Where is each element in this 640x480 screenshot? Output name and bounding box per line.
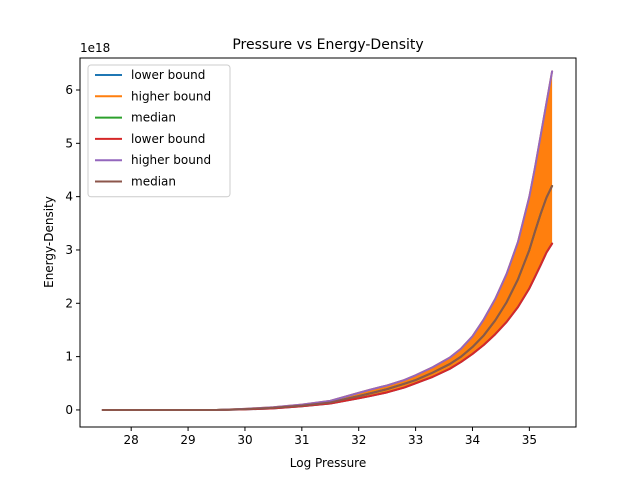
y-tick-label: 6 [65, 83, 73, 97]
series-line-3 [101, 184, 554, 411]
y-tick-label: 2 [65, 296, 73, 310]
y-tick-label: 3 [65, 243, 73, 257]
legend-box [87, 64, 231, 198]
legend-label: lower bound [131, 132, 205, 146]
y-tick-label: 1 [65, 350, 73, 364]
x-tick-label: 28 [124, 433, 139, 447]
plot-area [101, 70, 554, 411]
x-tick-label: 34 [465, 433, 480, 447]
legend-label: median [131, 111, 176, 125]
y-tick-label: 5 [65, 136, 73, 150]
x-tick-label: 33 [408, 433, 423, 447]
x-tick-label: 30 [237, 433, 252, 447]
x-axis-label: Log Pressure [290, 456, 367, 470]
x-tick-label: 29 [180, 433, 195, 447]
x-tick-label: 32 [351, 433, 366, 447]
legend-label: higher bound [131, 153, 211, 167]
chart-title: Pressure vs Energy-Density [232, 37, 423, 53]
y-offset-label: 1e18 [80, 41, 110, 55]
series-line-6 [101, 184, 554, 411]
y-axis-label: Energy-Density [42, 196, 56, 288]
x-tick-label: 31 [294, 433, 309, 447]
y-axis: 0 1 2 3 4 5 6 [65, 83, 80, 417]
legend-label: median [131, 175, 176, 189]
plot-frame [79, 57, 577, 428]
legend-label: higher bound [131, 89, 211, 103]
y-tick-label: 0 [65, 403, 73, 417]
x-tick-label: 35 [522, 433, 537, 447]
legend: lower bound higher bound median lower bound… [87, 64, 231, 198]
legend-label: lower bound [131, 68, 205, 82]
x-axis: 28 29 30 31 32 33 34 35 [124, 427, 537, 447]
y-tick-label: 4 [65, 190, 73, 204]
